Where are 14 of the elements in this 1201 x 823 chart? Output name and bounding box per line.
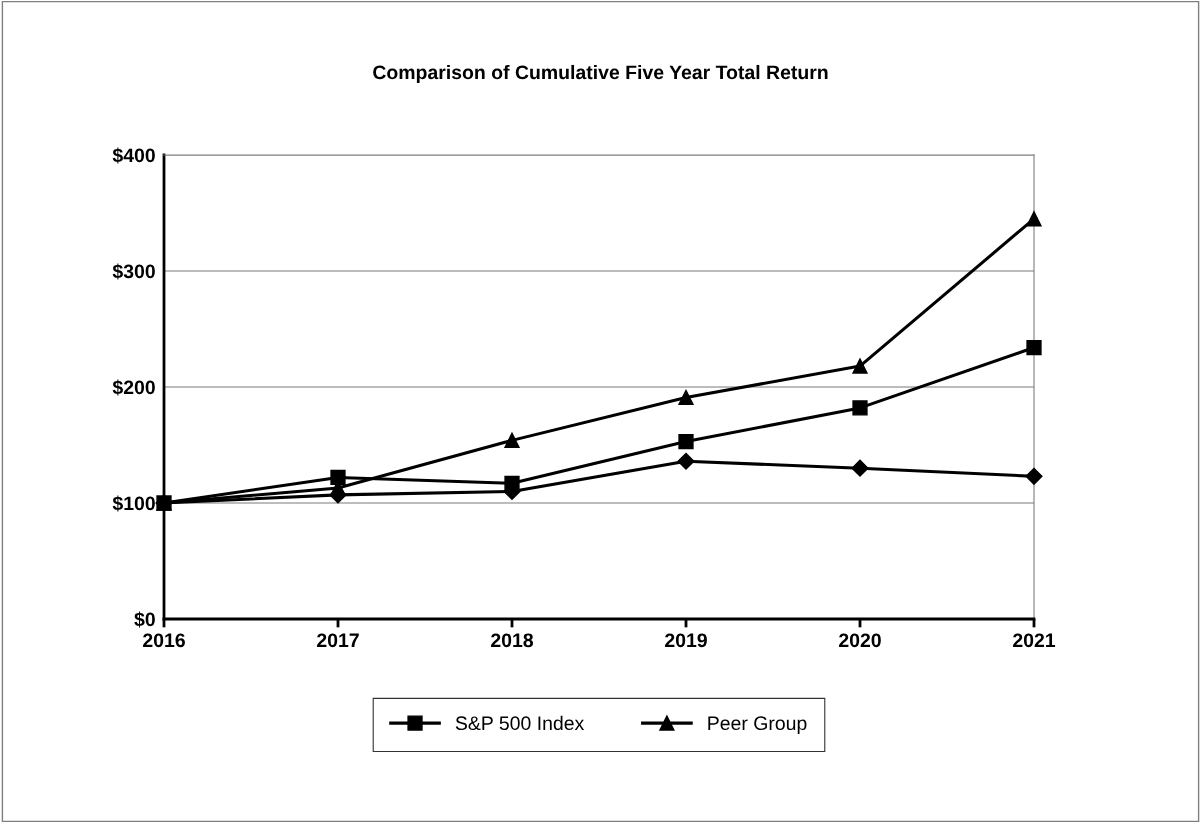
x-tick-label: 2021 bbox=[1013, 633, 1056, 648]
y-tick-label: $300 bbox=[112, 263, 155, 280]
legend-label: S&P 500 Index bbox=[455, 715, 585, 731]
x-tick-label: 2018 bbox=[491, 633, 534, 648]
y-tick-label: $200 bbox=[112, 379, 155, 396]
y-tick-label: $100 bbox=[112, 495, 155, 512]
x-tick-label: 2017 bbox=[317, 633, 359, 648]
x-tick-label: 2016 bbox=[143, 633, 185, 648]
y-tick-label: $0 bbox=[134, 611, 155, 628]
x-tick-label: 2020 bbox=[839, 633, 881, 648]
legend-label: Peer Group bbox=[708, 716, 807, 734]
x-tick-label: 2019 bbox=[665, 633, 707, 648]
chart-title: Comparison of Cumulative Five Year Total Return bbox=[373, 64, 828, 84]
y-tick-label: $400 bbox=[112, 147, 155, 164]
